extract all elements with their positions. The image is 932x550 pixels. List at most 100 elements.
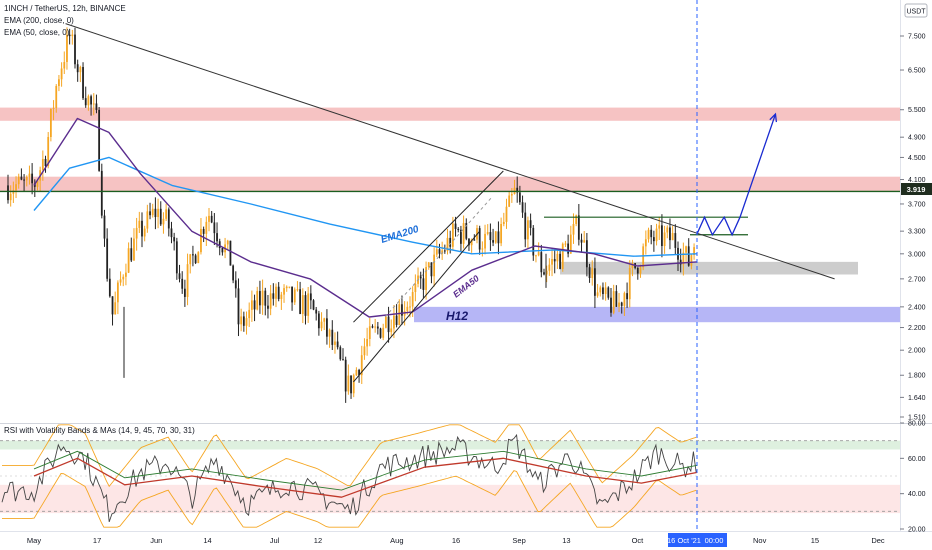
- candle-body: [114, 302, 117, 315]
- candle-body: [462, 223, 465, 244]
- candle-body: [414, 283, 417, 293]
- candle-body: [393, 315, 395, 329]
- rsi-line: [1, 433, 697, 523]
- candle-body: [422, 278, 425, 290]
- rsi-layer: [1, 424, 697, 528]
- candle-body: [157, 208, 159, 218]
- candle-body: [527, 220, 529, 240]
- candle-body: [551, 259, 553, 265]
- crosshair-date-badge: [668, 533, 727, 547]
- candle-body: [170, 228, 173, 238]
- candle-body: [49, 108, 52, 137]
- candle-body: [250, 300, 253, 310]
- rsi-axis[interactable]: 80.00 60.00 40.00 20.00: [900, 421, 926, 534]
- candle-body: [291, 286, 293, 303]
- candle-body: [15, 184, 17, 191]
- candle-body: [473, 239, 476, 241]
- candle-body: [529, 220, 532, 228]
- candle-body: [376, 326, 379, 329]
- forecast-arrowhead: [769, 112, 778, 123]
- price-tick-label: 1.510: [908, 415, 926, 422]
- candle-body: [454, 223, 457, 229]
- candle-body: [213, 222, 216, 234]
- candle-body: [95, 103, 98, 110]
- candle-body: [588, 267, 591, 278]
- candle-body: [36, 180, 39, 187]
- candle-body: [518, 192, 521, 203]
- candle-body: [425, 267, 427, 290]
- candle-body: [205, 221, 208, 234]
- candle-body: [154, 208, 157, 218]
- candle-body: [208, 215, 210, 222]
- candle-body: [682, 252, 685, 265]
- candle-body: [449, 237, 452, 247]
- candle-body: [76, 64, 79, 73]
- rsi-background-layer: [0, 440, 900, 514]
- candle-body: [623, 293, 626, 306]
- candle-body: [100, 170, 103, 216]
- candle-body: [500, 224, 503, 244]
- rsi-tick-label: 20.00: [908, 527, 926, 534]
- candle-body: [328, 329, 331, 337]
- price-tick-label: 4.900: [908, 135, 926, 142]
- time-tick-label: May: [27, 536, 41, 545]
- candle-body: [103, 215, 106, 239]
- candle-body: [430, 262, 433, 277]
- candle-body: [309, 293, 312, 301]
- candle-body: [108, 278, 111, 297]
- candle-body: [610, 297, 612, 313]
- candle-body: [98, 109, 101, 171]
- candle-body: [192, 254, 194, 256]
- candle-body: [494, 231, 497, 243]
- candle-body: [178, 273, 181, 279]
- candle-body: [532, 227, 535, 256]
- candle-body: [234, 280, 237, 289]
- candle-body: [363, 346, 366, 356]
- candle-body: [130, 248, 133, 261]
- currency-button[interactable]: [904, 3, 928, 18]
- candle-body: [344, 359, 347, 392]
- time-tick-label: Dec: [871, 536, 885, 545]
- candle-body: [68, 34, 71, 37]
- candle-body: [575, 215, 578, 224]
- candle-body: [106, 238, 109, 279]
- candle-body: [478, 228, 481, 250]
- candle-body: [165, 209, 168, 219]
- candle-body: [564, 243, 567, 245]
- candle-body: [280, 294, 283, 300]
- candle-body: [253, 300, 256, 310]
- candle-body: [151, 208, 154, 216]
- price-pane[interactable]: [0, 0, 900, 422]
- rsi-tick-label: 40.00: [908, 491, 926, 498]
- currency-button-label[interactable]: USDT: [906, 9, 926, 16]
- ema200-legend: EMA (200, close, 0): [4, 16, 74, 25]
- price-tick-label: 1.800: [908, 373, 926, 380]
- candle-body: [352, 375, 355, 394]
- rsi-tick-label: 80.00: [908, 421, 926, 428]
- candle-body: [465, 223, 468, 239]
- candle-body: [443, 250, 446, 252]
- time-axis[interactable]: May 17 Jun 14 Jul 12 Aug 16 Sep 13 Oct Nov 15 Dec: [27, 536, 885, 545]
- price-axis[interactable]: 7.500 6.500 5.500 4.900 4.500 4.100 3.700 3.300…: [900, 34, 926, 422]
- crosshair-date-label: 16 Oct '21: [667, 536, 701, 545]
- candle-body: [626, 293, 628, 300]
- rsi-tick-label: 60.00: [908, 456, 926, 463]
- candle-body: [438, 249, 441, 254]
- candle-body: [540, 252, 543, 273]
- time-tick-label: Aug: [390, 536, 403, 545]
- candle-body: [133, 238, 135, 261]
- candle-body: [631, 263, 634, 268]
- candle-body: [232, 265, 235, 281]
- candle-body: [355, 369, 358, 376]
- candle-body: [181, 278, 184, 289]
- candle-body: [508, 195, 511, 207]
- candle-body: [666, 227, 669, 233]
- candle-body: [460, 229, 462, 244]
- candle-body: [167, 209, 170, 229]
- candle-body: [524, 212, 527, 240]
- candle-body: [31, 173, 34, 184]
- candle-body: [200, 228, 202, 253]
- candle-body: [401, 304, 403, 316]
- candle-body: [323, 318, 326, 322]
